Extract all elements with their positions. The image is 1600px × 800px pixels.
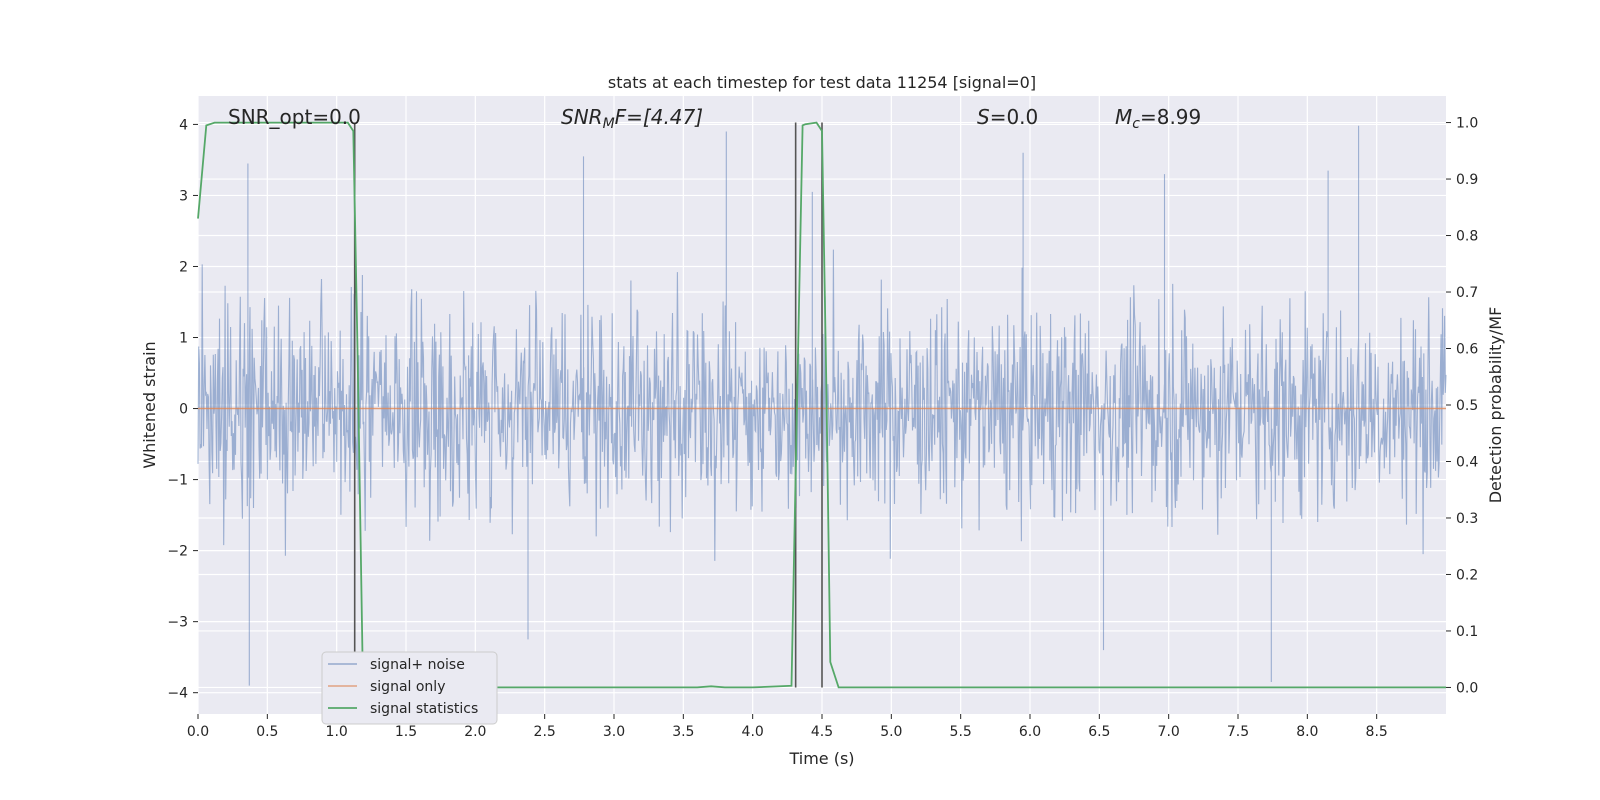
y-right-tick-label: 0.2 (1456, 567, 1478, 583)
x-tick-label: 7.5 (1227, 724, 1249, 740)
y-axis-label: Whitened strain (140, 341, 159, 468)
legend-label-signal-statistics: signal statistics (370, 701, 478, 717)
x-tick-label: 5.0 (880, 724, 902, 740)
y-tick-label: −2 (167, 544, 188, 560)
y-tick-label: −4 (167, 686, 188, 702)
signal-statistics-line (197, 121, 1446, 689)
x-tick-label: 3.5 (672, 724, 694, 740)
y-right-tick-label: 0.3 (1456, 511, 1478, 527)
y-tick-label: −1 (167, 473, 188, 489)
y-right-tick-label: 0.7 (1456, 285, 1478, 301)
y-right-tick-label: 0.1 (1456, 624, 1478, 640)
x-tick-label: 4.5 (811, 724, 833, 740)
annotation-mc-sub: c (1132, 116, 1140, 132)
x-tick-label: 6.5 (1088, 724, 1110, 740)
y-tick-label: 0 (179, 402, 188, 418)
axes: 0.0 0.5 1.0 1.5 2.0 2.5 3.0 3.5 4.0 4.5 5.0 5.5 6.0 6… (167, 116, 1478, 740)
x-axis-label: Time (s) (788, 749, 854, 768)
y-right-tick-label: 1.0 (1456, 116, 1478, 132)
x-tick-label: 8.0 (1296, 724, 1318, 740)
y-right-tick-label: 0.5 (1456, 398, 1478, 414)
annotation-snr-opt: SNR_opt=0.0 (228, 105, 361, 129)
annotation-s: S=0.0 (977, 105, 1038, 129)
series-signal-statistics (197, 121, 1446, 689)
legend: signal+ noise signal only signal statist… (321, 651, 498, 725)
x-tick-label: 2.5 (534, 724, 556, 740)
x-tick-label: 0.5 (256, 724, 278, 740)
x-tick-label: 5.5 (950, 724, 972, 740)
x-tick-label: 3.0 (603, 724, 625, 740)
y-right-tick-label: 0.9 (1456, 172, 1478, 188)
annotation-s-rest: =0.0 (990, 105, 1039, 129)
chart-title: stats at each timestep for test data 112… (608, 73, 1036, 92)
y-tick-label: 3 (179, 188, 188, 204)
annotation-mc: Mc=8.99 (1115, 105, 1201, 132)
annotation-snr-mf-main: SNR (561, 105, 603, 129)
y-axis-label-right: Detection probability/MF (1486, 307, 1505, 504)
annotation-mc-rest: =8.99 (1140, 105, 1201, 129)
x-tick-label: 8.5 (1366, 724, 1388, 740)
x-tick-label: 1.0 (326, 724, 348, 740)
annotation-snr-mf: SNRMF=[4.47] (561, 105, 703, 132)
annotation-s-var: S (977, 105, 990, 129)
y-tick-label: 4 (179, 117, 188, 133)
y-tick-label: 1 (179, 331, 188, 347)
y-tick-label: 2 (179, 259, 188, 275)
y-right-tick-label: 0.4 (1456, 454, 1478, 470)
y-right-tick-label: 0.6 (1456, 342, 1478, 358)
legend-label-signal-noise: signal+ noise (370, 657, 465, 673)
x-tick-label: 2.0 (464, 724, 486, 740)
annotation-mc-main: M (1115, 105, 1132, 129)
annotation-snr-mf-rest: F=[4.47] (615, 105, 703, 129)
y-right-tick-label: 0.0 (1456, 680, 1478, 696)
x-tick-label: 7.0 (1158, 724, 1180, 740)
legend-label-signal-only: signal only (370, 679, 445, 695)
x-tick-label: 0.0 (187, 724, 209, 740)
y-right-tick-label: 0.8 (1456, 229, 1478, 245)
x-tick-label: 4.0 (742, 724, 764, 740)
y-tick-label: −3 (167, 615, 188, 631)
x-tick-label: 6.0 (1019, 724, 1041, 740)
legend-box (321, 651, 498, 725)
x-tick-label: 1.5 (395, 724, 417, 740)
annotation-snr-mf-sub: M (603, 116, 615, 132)
